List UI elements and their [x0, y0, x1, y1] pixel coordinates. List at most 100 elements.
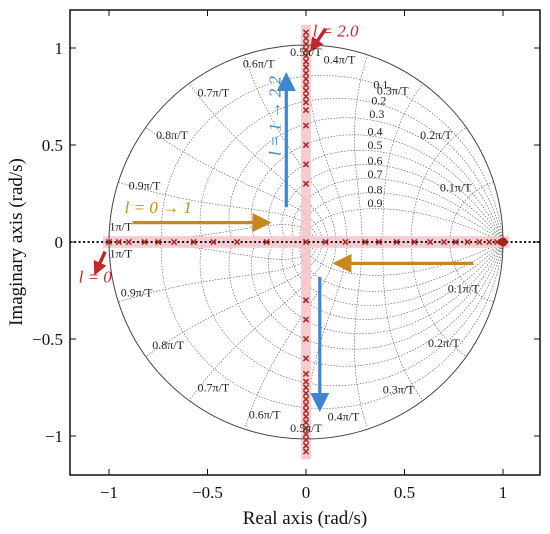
pole-real-4 — [155, 238, 162, 246]
x-tick-label-0: −1 — [100, 483, 118, 502]
damping-label-0: 0.1 — [373, 78, 388, 92]
y-tick-label-4: 1 — [55, 39, 64, 58]
damping-label-4: 0.5 — [367, 138, 382, 152]
frequency-curve-0-upper — [449, 181, 494, 243]
pole-imag-24 — [302, 384, 310, 391]
pole-imag-5 — [302, 58, 310, 65]
pole-imag-33 — [302, 436, 310, 444]
pole-imag-25 — [302, 390, 310, 397]
frequency-curve-7-lower — [146, 241, 323, 357]
pole-imag-9 — [302, 81, 310, 88]
frequency-label-upper-0: 0.1π/T — [440, 181, 472, 195]
x-axis-title: Real axis (rad/s) — [243, 508, 368, 529]
frequency-label-lower-1: 0.2π/T — [428, 336, 460, 350]
pole-imag-7 — [302, 70, 310, 77]
pole-real-11 — [322, 238, 329, 246]
y-tick-label-2: 0 — [55, 233, 64, 252]
pole-imag-19 — [302, 316, 310, 323]
pole-real-23 — [493, 238, 501, 246]
pole-markers — [105, 29, 508, 455]
frequency-label-lower-8: 0.9π/T — [121, 285, 153, 299]
x-tick-label-2: 0 — [302, 483, 311, 502]
pole-imag-16 — [302, 161, 310, 168]
damping-label-8: 0.9 — [367, 196, 382, 210]
pole-imag-8 — [302, 75, 310, 83]
frequency-label-lower-6: 0.7π/T — [198, 381, 230, 395]
pole-real-12 — [342, 238, 349, 246]
frequency-label-lower-3: 0.4π/T — [328, 410, 360, 424]
frequency-label-upper-5: 0.6π/T — [243, 56, 275, 70]
frequency-curve-2-upper — [382, 84, 423, 242]
annotation-l0: l = 0 — [79, 268, 113, 287]
annotation-l12: l = 1 → 2.2 — [265, 75, 284, 155]
frequency-label-lower-0: 0.1π/T — [448, 282, 480, 296]
pole-real-21 — [476, 238, 483, 246]
pole-imag-22 — [302, 370, 310, 378]
damping-curve-1-lower — [199, 241, 504, 386]
pole-imag-12 — [302, 99, 310, 106]
frequency-curve-2-lower — [382, 242, 423, 400]
pole-real-15 — [393, 238, 400, 246]
pole-real-17 — [426, 238, 434, 246]
pole-imag-11 — [302, 93, 310, 100]
frequency-label-upper-8: 0.9π/T — [129, 179, 161, 193]
pole-imag-35 — [302, 448, 310, 455]
annotation-l2: l = 2.0 — [313, 21, 359, 40]
frequency-label-upper-7: 0.8π/T — [156, 128, 188, 142]
damping-label-2: 0.3 — [369, 107, 384, 121]
pole-real-18 — [440, 238, 448, 246]
frequency-curve-3-lower — [354, 241, 368, 427]
damping-label-3: 0.4 — [367, 124, 382, 138]
pole-imag-29 — [302, 413, 310, 420]
frequency-curve-1-upper — [410, 127, 466, 243]
frequency-label-lower-2: 0.3π/T — [383, 382, 415, 396]
frequency-label-lower-4: 0.5π/T — [290, 421, 322, 435]
frequency-label-upper-4: 0.5π/T — [290, 45, 322, 59]
y-tick-label-1: −0.5 — [32, 330, 63, 349]
pole-imag-6 — [302, 64, 310, 71]
damping-curve-2-lower — [228, 241, 504, 367]
pole-imag-17 — [302, 180, 310, 187]
frequency-label-upper-1: 0.2π/T — [420, 128, 452, 142]
pole-real-6 — [190, 238, 197, 246]
pole-real-14 — [375, 238, 383, 246]
pole-real-3 — [141, 238, 148, 246]
pole-real-2 — [125, 238, 132, 246]
frequency-curve-1-lower — [410, 241, 466, 357]
pole-imag-0 — [302, 29, 310, 36]
damping-curve-1-upper — [199, 98, 504, 243]
pole-imag-2 — [302, 40, 310, 48]
pole-real-22 — [486, 238, 493, 246]
pole-imag-13 — [302, 106, 310, 114]
pole-imag-27 — [302, 401, 310, 409]
pole-imag-18 — [302, 297, 310, 304]
frequency-label-upper-2: 0.3π/T — [377, 84, 409, 98]
pole-real-10 — [302, 238, 310, 246]
frequency-label-lower-9: 1π/T — [109, 247, 132, 261]
pole-imag-14 — [302, 122, 310, 129]
pole-imag-21 — [302, 355, 310, 362]
damping-label-5: 0.6 — [367, 153, 382, 167]
pole-imag-31 — [302, 425, 310, 432]
pole-imag-32 — [302, 430, 310, 438]
frequency-label-upper-3: 0.4π/T — [324, 53, 356, 67]
pole-real-5 — [170, 238, 178, 246]
x-tick-label-1: −0.5 — [192, 483, 223, 502]
pole-cluster-at-one — [498, 237, 508, 247]
x-tick-label-3: 0.5 — [394, 483, 415, 502]
pole-real-16 — [411, 238, 418, 246]
arrow-l2 — [309, 27, 328, 52]
pole-real-8 — [233, 238, 241, 246]
axis-ticks: −1 −0.5 0 0.5 1 −1 −0.5 0 0.5 1 — [32, 10, 540, 502]
frequency-curve-3-upper — [354, 57, 368, 243]
pole-imag-28 — [302, 407, 310, 414]
annotations: l = 0 l = 2.0 l = 0 → 1 l = 1 → 2.2 — [79, 21, 359, 286]
pole-real-1 — [115, 238, 122, 246]
grid-labels: 0.10.20.3 0.40.50.60.7 0.80.9 0.1π/T 0.1π/T 0… — [109, 45, 480, 435]
frequency-label-upper-6: 0.7π/T — [198, 86, 230, 100]
x-tick-label-4: 1 — [499, 483, 508, 502]
y-axis-title: Imaginary axis (rad/s) — [6, 158, 27, 326]
pole-imag-30 — [302, 419, 310, 426]
frequency-label-lower-7: 0.8π/T — [152, 338, 184, 352]
damping-label-1: 0.2 — [371, 93, 386, 107]
